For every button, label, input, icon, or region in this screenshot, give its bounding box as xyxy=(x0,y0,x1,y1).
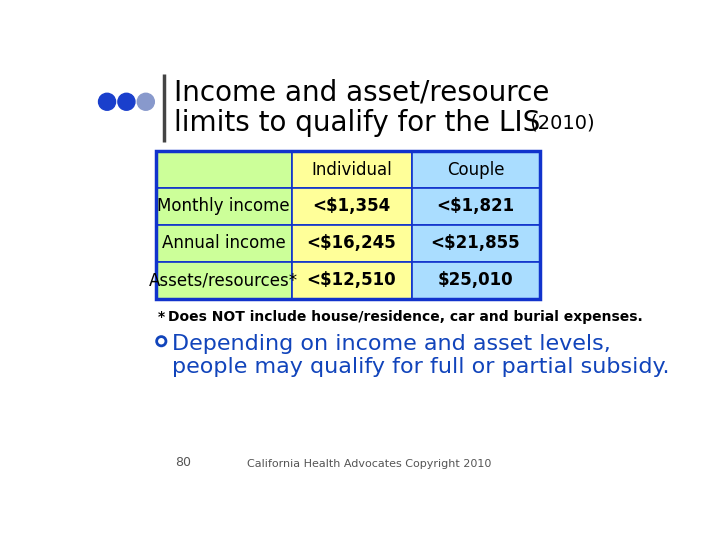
Text: <$1,821: <$1,821 xyxy=(436,198,515,215)
Bar xyxy=(292,188,412,225)
Text: Individual: Individual xyxy=(311,160,392,179)
Bar xyxy=(412,188,539,225)
Text: Couple: Couple xyxy=(447,160,504,179)
Text: Assets/resources*: Assets/resources* xyxy=(149,272,298,289)
Bar xyxy=(412,262,539,299)
Bar xyxy=(156,188,292,225)
Bar xyxy=(292,225,412,262)
Bar xyxy=(156,225,292,262)
Text: Annual income: Annual income xyxy=(162,234,286,252)
Text: Income and asset/resource: Income and asset/resource xyxy=(174,79,549,107)
Circle shape xyxy=(138,93,154,110)
Text: people may qualify for full or partial subsidy.: people may qualify for full or partial s… xyxy=(172,357,670,377)
Text: (2010): (2010) xyxy=(524,113,595,132)
Text: Monthly income: Monthly income xyxy=(158,198,290,215)
Text: <$16,245: <$16,245 xyxy=(307,234,397,252)
Text: <$12,510: <$12,510 xyxy=(307,272,397,289)
Bar xyxy=(156,262,292,299)
Bar xyxy=(412,151,539,188)
Circle shape xyxy=(118,93,135,110)
Text: limits to qualify for the LIS: limits to qualify for the LIS xyxy=(174,110,540,138)
Bar xyxy=(412,225,539,262)
Text: Depending on income and asset levels,: Depending on income and asset levels, xyxy=(172,334,611,354)
Text: <$21,855: <$21,855 xyxy=(431,234,521,252)
Bar xyxy=(156,151,292,188)
Text: *: * xyxy=(158,309,166,323)
Text: <$1,354: <$1,354 xyxy=(312,198,391,215)
Bar xyxy=(156,151,539,299)
Text: $25,010: $25,010 xyxy=(438,272,513,289)
Text: Does NOT include house/residence, car and burial expenses.: Does NOT include house/residence, car an… xyxy=(168,309,642,323)
Bar xyxy=(292,151,412,188)
Bar xyxy=(292,262,412,299)
Text: California Health Advocates Copyright 2010: California Health Advocates Copyright 20… xyxy=(247,459,491,469)
Circle shape xyxy=(99,93,116,110)
Text: 80: 80 xyxy=(175,456,192,469)
